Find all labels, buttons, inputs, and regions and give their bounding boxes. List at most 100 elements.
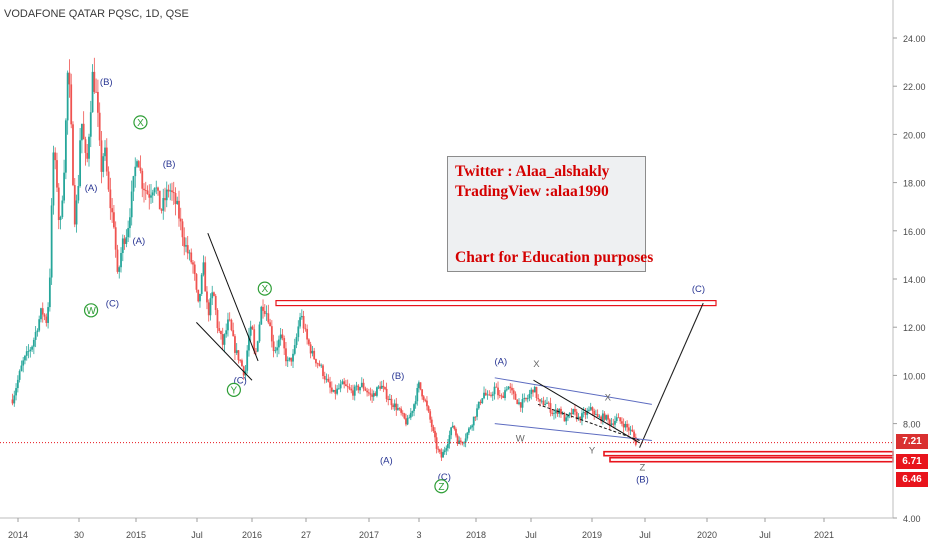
candle-body	[523, 397, 526, 400]
y-tick-label: 18.00	[903, 179, 926, 189]
candle-body	[546, 402, 548, 404]
channel-upper-line	[494, 377, 652, 405]
wave-label: (A)	[85, 183, 98, 194]
candle-body	[414, 401, 417, 405]
candle-body	[269, 322, 271, 327]
candle-body	[258, 324, 261, 342]
candle-body	[288, 357, 291, 360]
candle-body	[221, 334, 224, 345]
candle-body	[565, 417, 568, 422]
x-tick-label: 2019	[582, 530, 602, 540]
candle-body	[121, 238, 124, 254]
candle-body	[143, 188, 145, 191]
candle-body	[262, 306, 264, 311]
candle-body	[237, 350, 240, 361]
candle-body	[395, 403, 398, 410]
candle-body	[114, 227, 117, 250]
candle-body	[207, 302, 210, 316]
candle-body	[52, 152, 55, 206]
candle-body	[111, 208, 114, 213]
candle-body	[89, 112, 92, 137]
candle-body	[490, 394, 492, 396]
candle-body	[18, 371, 21, 380]
candle-body	[334, 390, 337, 394]
candle-body	[34, 331, 37, 340]
candle-body	[41, 308, 44, 315]
candle-body	[596, 413, 599, 418]
candle-body	[107, 171, 110, 190]
channel-lower-line	[494, 423, 652, 441]
wave-label: (C)	[692, 284, 705, 295]
candle-body	[127, 228, 130, 238]
candle-body	[384, 387, 386, 389]
x-tick-label: Jul	[639, 530, 651, 540]
candle-body	[591, 407, 594, 411]
candle-body	[148, 194, 151, 198]
candle-body	[401, 412, 404, 414]
wave-label: (B)	[163, 159, 176, 170]
candle-body	[547, 402, 550, 404]
candle-body	[36, 330, 39, 332]
wave-label: X	[137, 118, 144, 129]
candle-body	[91, 71, 94, 113]
candle-body	[274, 350, 277, 352]
candlestick-series	[11, 57, 637, 461]
candle-body	[621, 421, 623, 424]
candle-body	[586, 410, 589, 415]
candle-body	[45, 316, 48, 323]
candle-body	[359, 387, 361, 391]
candle-body	[360, 382, 363, 388]
candle-body	[472, 416, 475, 426]
candle-body	[195, 274, 198, 290]
candle-body	[169, 190, 172, 192]
candle-body	[390, 398, 393, 406]
wave-label: (A)	[494, 356, 507, 367]
candle-body	[577, 416, 580, 420]
x-tick-label: 2021	[814, 530, 834, 540]
candle-body	[392, 405, 394, 408]
x-tick-label: 30	[74, 530, 84, 540]
wedge-lower-line	[196, 322, 253, 381]
candle-body	[421, 389, 424, 397]
x-tick-label: 2020	[697, 530, 717, 540]
note-tradingview: TradingView :alaa1990	[455, 183, 609, 200]
candle-body	[290, 357, 293, 362]
candle-body	[350, 388, 353, 391]
candle-body	[136, 161, 138, 167]
candle-body	[339, 384, 342, 389]
wave-label: (B)	[636, 475, 649, 486]
candle-body	[178, 200, 180, 219]
candle-body	[276, 347, 279, 351]
wave-labels: (B)X(B)(A)(A)W(C)X(C)Y(B)(A)(C)Z(A) XWXYZ…	[83, 77, 705, 494]
candle-body	[174, 193, 177, 204]
candle-body	[549, 403, 552, 413]
candle-body	[220, 330, 222, 335]
candle-body	[230, 319, 233, 331]
candle-body	[603, 413, 606, 420]
wave-label-circle	[133, 115, 148, 130]
candle-body	[132, 176, 135, 192]
support-zone-2	[609, 456, 894, 463]
candle-body	[337, 388, 340, 390]
candle-body	[582, 411, 585, 414]
y-tick-label: 16.00	[903, 227, 926, 237]
wave-label: Y	[589, 446, 596, 457]
candle-body	[299, 317, 301, 327]
candle-body	[579, 416, 582, 421]
wedge-2019-lower	[537, 403, 640, 441]
candle-body	[272, 341, 275, 352]
candle-body	[352, 390, 354, 396]
x-tick-label: 3	[416, 530, 421, 540]
y-tick-label: 8.00	[903, 420, 921, 430]
candle-body	[537, 398, 540, 400]
annotation-note-box[interactable]: Twitter : Alaa_alshakly TradingView :ala…	[447, 156, 653, 272]
candle-body	[285, 348, 287, 362]
candle-body	[357, 385, 360, 391]
candle-body	[242, 366, 245, 376]
candle-body	[50, 205, 53, 278]
candle-body	[43, 314, 46, 317]
candle-body	[75, 200, 78, 225]
candle-body	[278, 339, 280, 348]
